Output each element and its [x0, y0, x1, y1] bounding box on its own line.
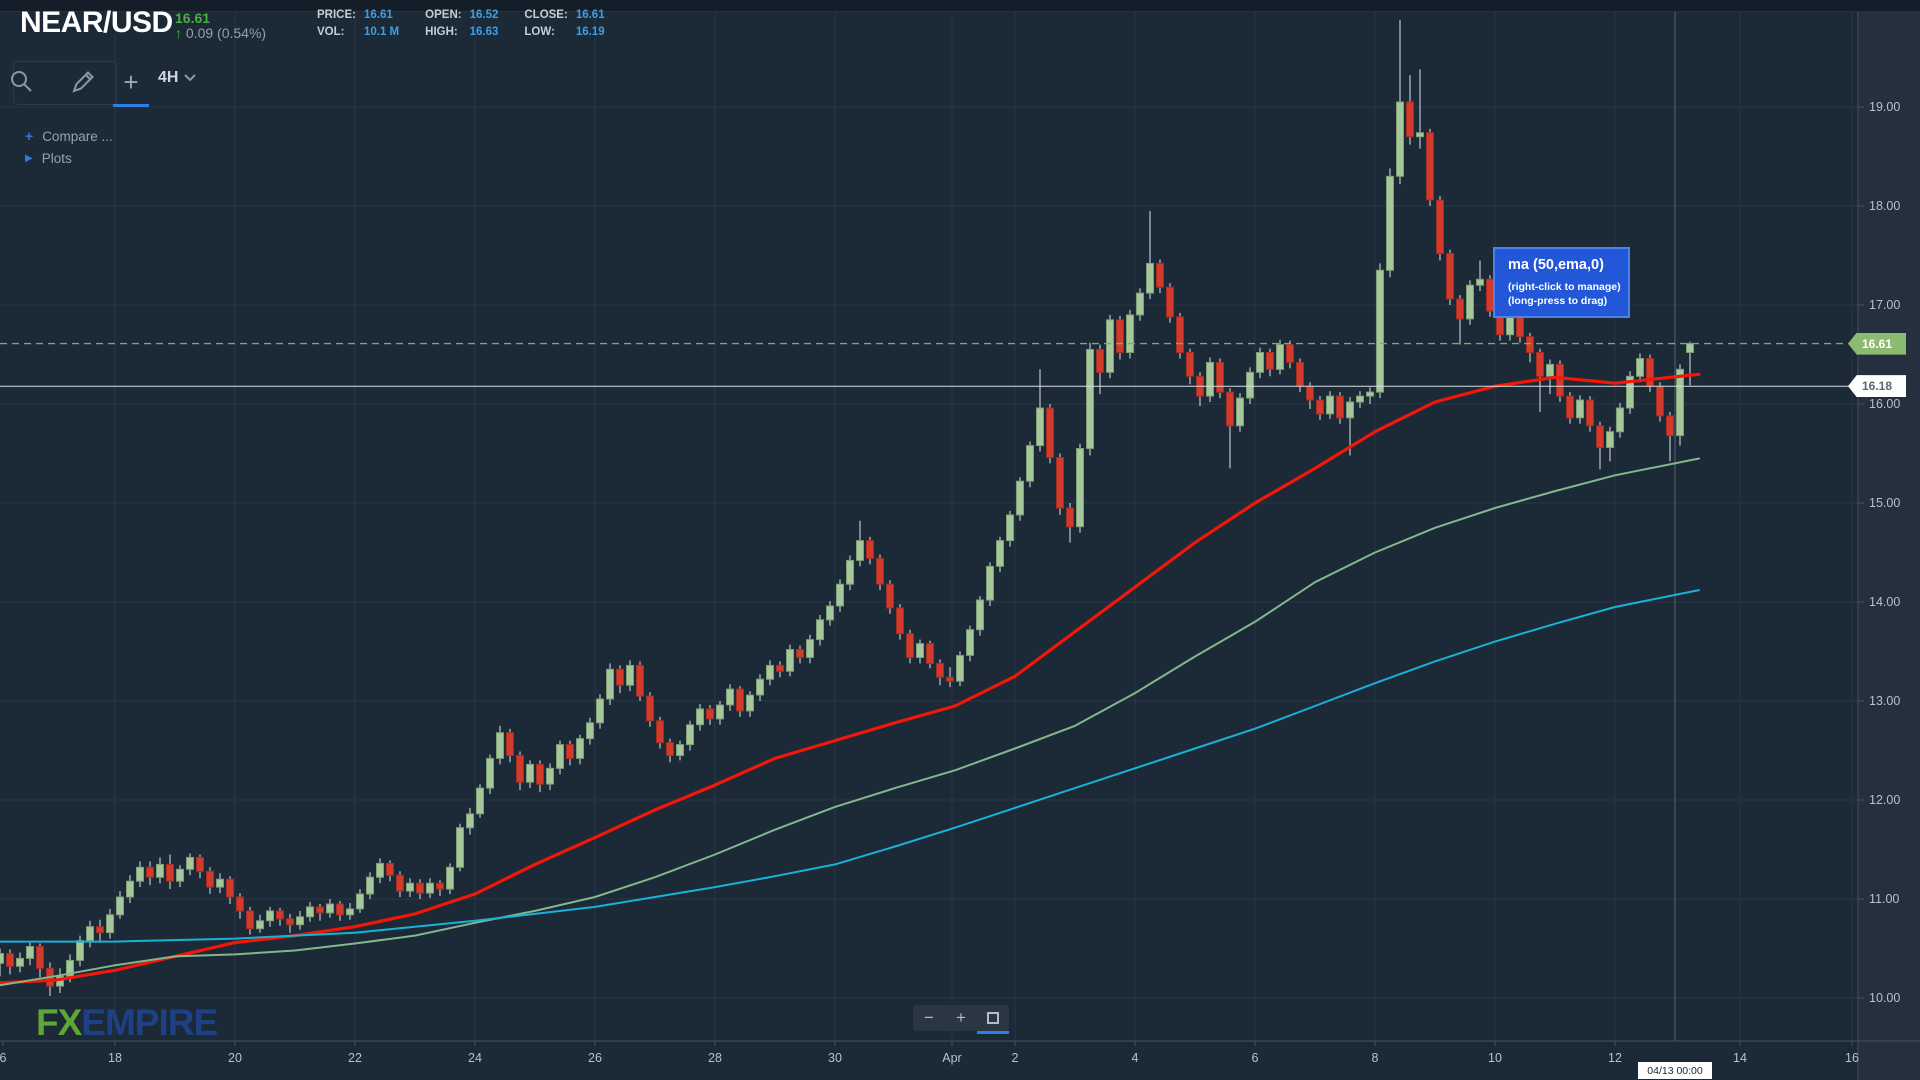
ma-tooltip-hint1: (right-click to manage): [1508, 281, 1621, 293]
svg-text:17.00: 17.00: [1869, 298, 1900, 312]
svg-text:18.00: 18.00: [1869, 199, 1900, 213]
time-axis: 6 18 20 22 24 26 28 30 Apr 2 4 6 8 10 12 14 16: [0, 1041, 1859, 1065]
svg-text:6: 6: [0, 1051, 7, 1065]
active-tool-underline: [113, 104, 149, 107]
ma-tooltip-hint2: (long-press to drag): [1508, 295, 1608, 307]
pencil-icon[interactable]: [70, 69, 96, 95]
svg-text:2: 2: [1012, 1051, 1019, 1065]
svg-text:14.00: 14.00: [1869, 595, 1900, 609]
svg-text:24: 24: [468, 1051, 482, 1065]
svg-text:12: 12: [1608, 1051, 1622, 1065]
stat-col-open-high: OPEN: 16.52 HIGH: 16.63: [425, 9, 498, 38]
timeframe-label: 4H: [158, 69, 179, 86]
stat-label: CLOSE:: [524, 9, 568, 21]
svg-text:18: 18: [108, 1051, 122, 1065]
stat-value: 16.52: [469, 9, 499, 21]
svg-text:6: 6: [1252, 1051, 1259, 1065]
svg-text:20: 20: [228, 1051, 242, 1065]
compare-label: Compare ...: [42, 128, 113, 144]
grid-layer: [0, 0, 1858, 1041]
price-change-text: ↑ 0.09 (0.54%): [175, 25, 267, 41]
ma-indicator-tooltip[interactable]: ma (50,ema,0) (right-click to manage) (l…: [1493, 247, 1630, 318]
svg-text:19.00: 19.00: [1869, 100, 1900, 114]
svg-text:10.00: 10.00: [1869, 991, 1900, 1005]
svg-text:13.00: 13.00: [1869, 694, 1900, 708]
svg-text:12.00: 12.00: [1869, 793, 1900, 807]
svg-text:8: 8: [1372, 1051, 1379, 1065]
ma-cyan: [0, 589, 1700, 943]
top-strip: [0, 0, 1920, 12]
svg-text:10: 10: [1488, 1051, 1502, 1065]
ohlc-stats: PRICE: 16.61 VOL: 10.1 M OPEN: 16.52 HIGH: 1…: [317, 9, 605, 38]
symbol-title: NEAR/USD: [20, 6, 173, 39]
svg-text:16: 16: [1845, 1051, 1859, 1065]
stat-label: VOL:: [317, 26, 345, 38]
svg-text:30: 30: [828, 1051, 842, 1065]
svg-text:28: 28: [708, 1051, 722, 1065]
search-icon[interactable]: [9, 69, 35, 95]
stat-value: 16.63: [469, 26, 499, 38]
zoom-in-button[interactable]: +: [956, 1008, 966, 1027]
svg-text:15.00: 15.00: [1869, 496, 1900, 510]
chevron-down-icon: [184, 69, 197, 87]
stat-value: 10.1 M: [363, 26, 400, 38]
arrow-up-icon: ↑: [175, 25, 182, 41]
last-price-text: 16.61: [175, 10, 211, 26]
svg-text:22: 22: [348, 1051, 362, 1065]
stat-value: 16.61: [363, 9, 393, 21]
zoom-active-underline: [977, 1031, 1009, 1034]
zoom-controls: − +: [913, 1005, 1009, 1034]
crosshair-date-badge: 04/13 00:00: [1638, 1062, 1712, 1079]
compare-button[interactable]: + Compare ...: [25, 128, 113, 144]
triangle-right-icon: ▶: [25, 153, 33, 164]
fullscreen-button[interactable]: [977, 1005, 1009, 1031]
svg-text:14: 14: [1733, 1051, 1747, 1065]
crosshair-price-badge: 16.18: [1848, 375, 1906, 398]
plots-toggle[interactable]: ▶ Plots: [25, 151, 72, 166]
ma-tooltip-title: ma (50,ema,0): [1508, 257, 1604, 273]
stat-col-close-low: CLOSE: 16.61 LOW: 16.19: [524, 9, 604, 38]
add-indicator-button[interactable]: +: [123, 67, 139, 97]
stat-value: 16.61: [575, 9, 605, 21]
quote-block: 16.61 ↑ 0.09 (0.54%): [175, 11, 266, 41]
stat-label: OPEN:: [425, 9, 462, 21]
plus-icon: +: [25, 128, 34, 144]
fullscreen-icon: [987, 1012, 999, 1024]
stat-value: 16.19: [575, 26, 605, 38]
stat-label: PRICE:: [317, 9, 356, 21]
price-axis: 20.0019.0018.0017.0016.0015.0014.0013.00…: [1858, 1, 1900, 1005]
stat-label: LOW:: [524, 26, 555, 38]
fxempire-logo: FXEMPIRE: [36, 1002, 218, 1043]
ma-green: [0, 457, 1700, 987]
zoom-out-button[interactable]: −: [924, 1008, 934, 1027]
svg-text:Apr: Apr: [942, 1051, 961, 1065]
stat-col-price-vol: PRICE: 16.61 VOL: 10.1 M: [317, 9, 399, 38]
last-price-badge: 16.61: [1848, 332, 1906, 355]
svg-text:16.00: 16.00: [1869, 397, 1900, 411]
svg-text:11.00: 11.00: [1869, 892, 1899, 906]
candles-layer: [0, 19, 1694, 996]
svg-text:4: 4: [1132, 1051, 1139, 1065]
svg-text:26: 26: [588, 1051, 602, 1065]
ma-50-ema: [0, 372, 1701, 985]
timeframe-selector[interactable]: 4H: [158, 69, 197, 87]
plots-label: Plots: [41, 151, 72, 166]
stat-label: HIGH:: [425, 26, 458, 38]
